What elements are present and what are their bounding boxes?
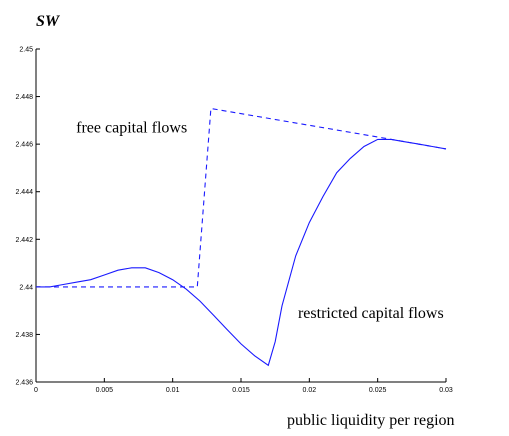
- x-tick-label: 0.025: [369, 387, 387, 394]
- x-tick-label: 0.005: [96, 387, 114, 394]
- y-tick-label: 2.44: [19, 284, 33, 291]
- series-line-restricted-capital-flows: [36, 138, 447, 367]
- annotations: free capital flows restricted capital flo…: [76, 119, 444, 322]
- series-line-free-capital-flows: [36, 107, 447, 288]
- annotation-label: free capital flows: [76, 119, 187, 136]
- y-tick-label: 2.446: [15, 142, 33, 149]
- annotation-label: restricted capital flows: [298, 305, 444, 322]
- y-axis-label: SW: [36, 13, 61, 30]
- x-ticks: 0 0.005 0.01 0.015 0.02 0.025 0.03: [34, 378, 453, 394]
- y-tick-label: 2.444: [15, 189, 33, 196]
- y-tick-label: 2.448: [15, 94, 33, 101]
- x-tick-label: 0: [34, 387, 38, 394]
- y-tick-label: 2.436: [15, 380, 33, 387]
- x-tick-label: 0.01: [166, 387, 180, 394]
- y-tick-label: 2.438: [15, 332, 33, 339]
- x-tick-label: 0.03: [439, 387, 453, 394]
- x-tick-label: 0.02: [303, 387, 317, 394]
- x-tick-label: 0.015: [232, 387, 250, 394]
- series-group: [36, 107, 447, 367]
- y-tick-label: 2.45: [19, 47, 33, 54]
- x-axis-label: public liquidity per region: [287, 412, 455, 429]
- y-tick-label: 2.442: [15, 237, 33, 244]
